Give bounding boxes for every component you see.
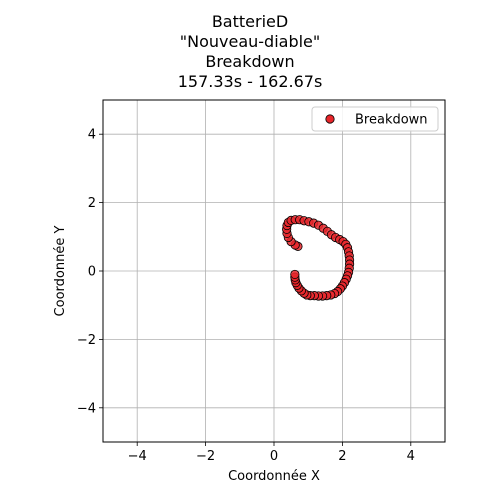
x-tick-label: 0 [270,449,278,464]
y-axis-label: Coordonnée Y [53,226,68,317]
x-tick-label: 4 [407,449,415,464]
legend-label: Breakdown [355,113,428,128]
chart-title-line: Breakdown [205,52,295,71]
scatter-point [290,269,300,280]
y-tick-label: 4 [88,128,96,143]
x-tick-label: −2 [196,449,215,464]
y-tick-label: −2 [77,333,96,348]
chart-title: BatterieD "Nouveau-diable" Breakdown 157… [0,12,500,92]
y-tick-label: 0 [88,265,96,280]
legend: Breakdown [311,106,439,132]
chart-title-line: BatterieD [211,12,289,31]
chart-title-line: 157.33s - 162.67s [177,72,323,91]
legend-marker [325,114,335,124]
scatter-points [282,215,355,301]
y-tick-label: −4 [77,401,96,416]
chart-title-line: "Nouveau-diable" [179,32,321,51]
grid [103,100,445,442]
x-tick-label: −4 [128,449,147,464]
x-tick-label: 2 [338,449,346,464]
y-tick-label: 2 [88,196,96,211]
legend-box [311,106,439,132]
x-axis-label: Coordonnée X [228,469,320,484]
axis-ticks: −4 −2 0 2 4 −4 −2 0 2 4 [77,128,415,464]
